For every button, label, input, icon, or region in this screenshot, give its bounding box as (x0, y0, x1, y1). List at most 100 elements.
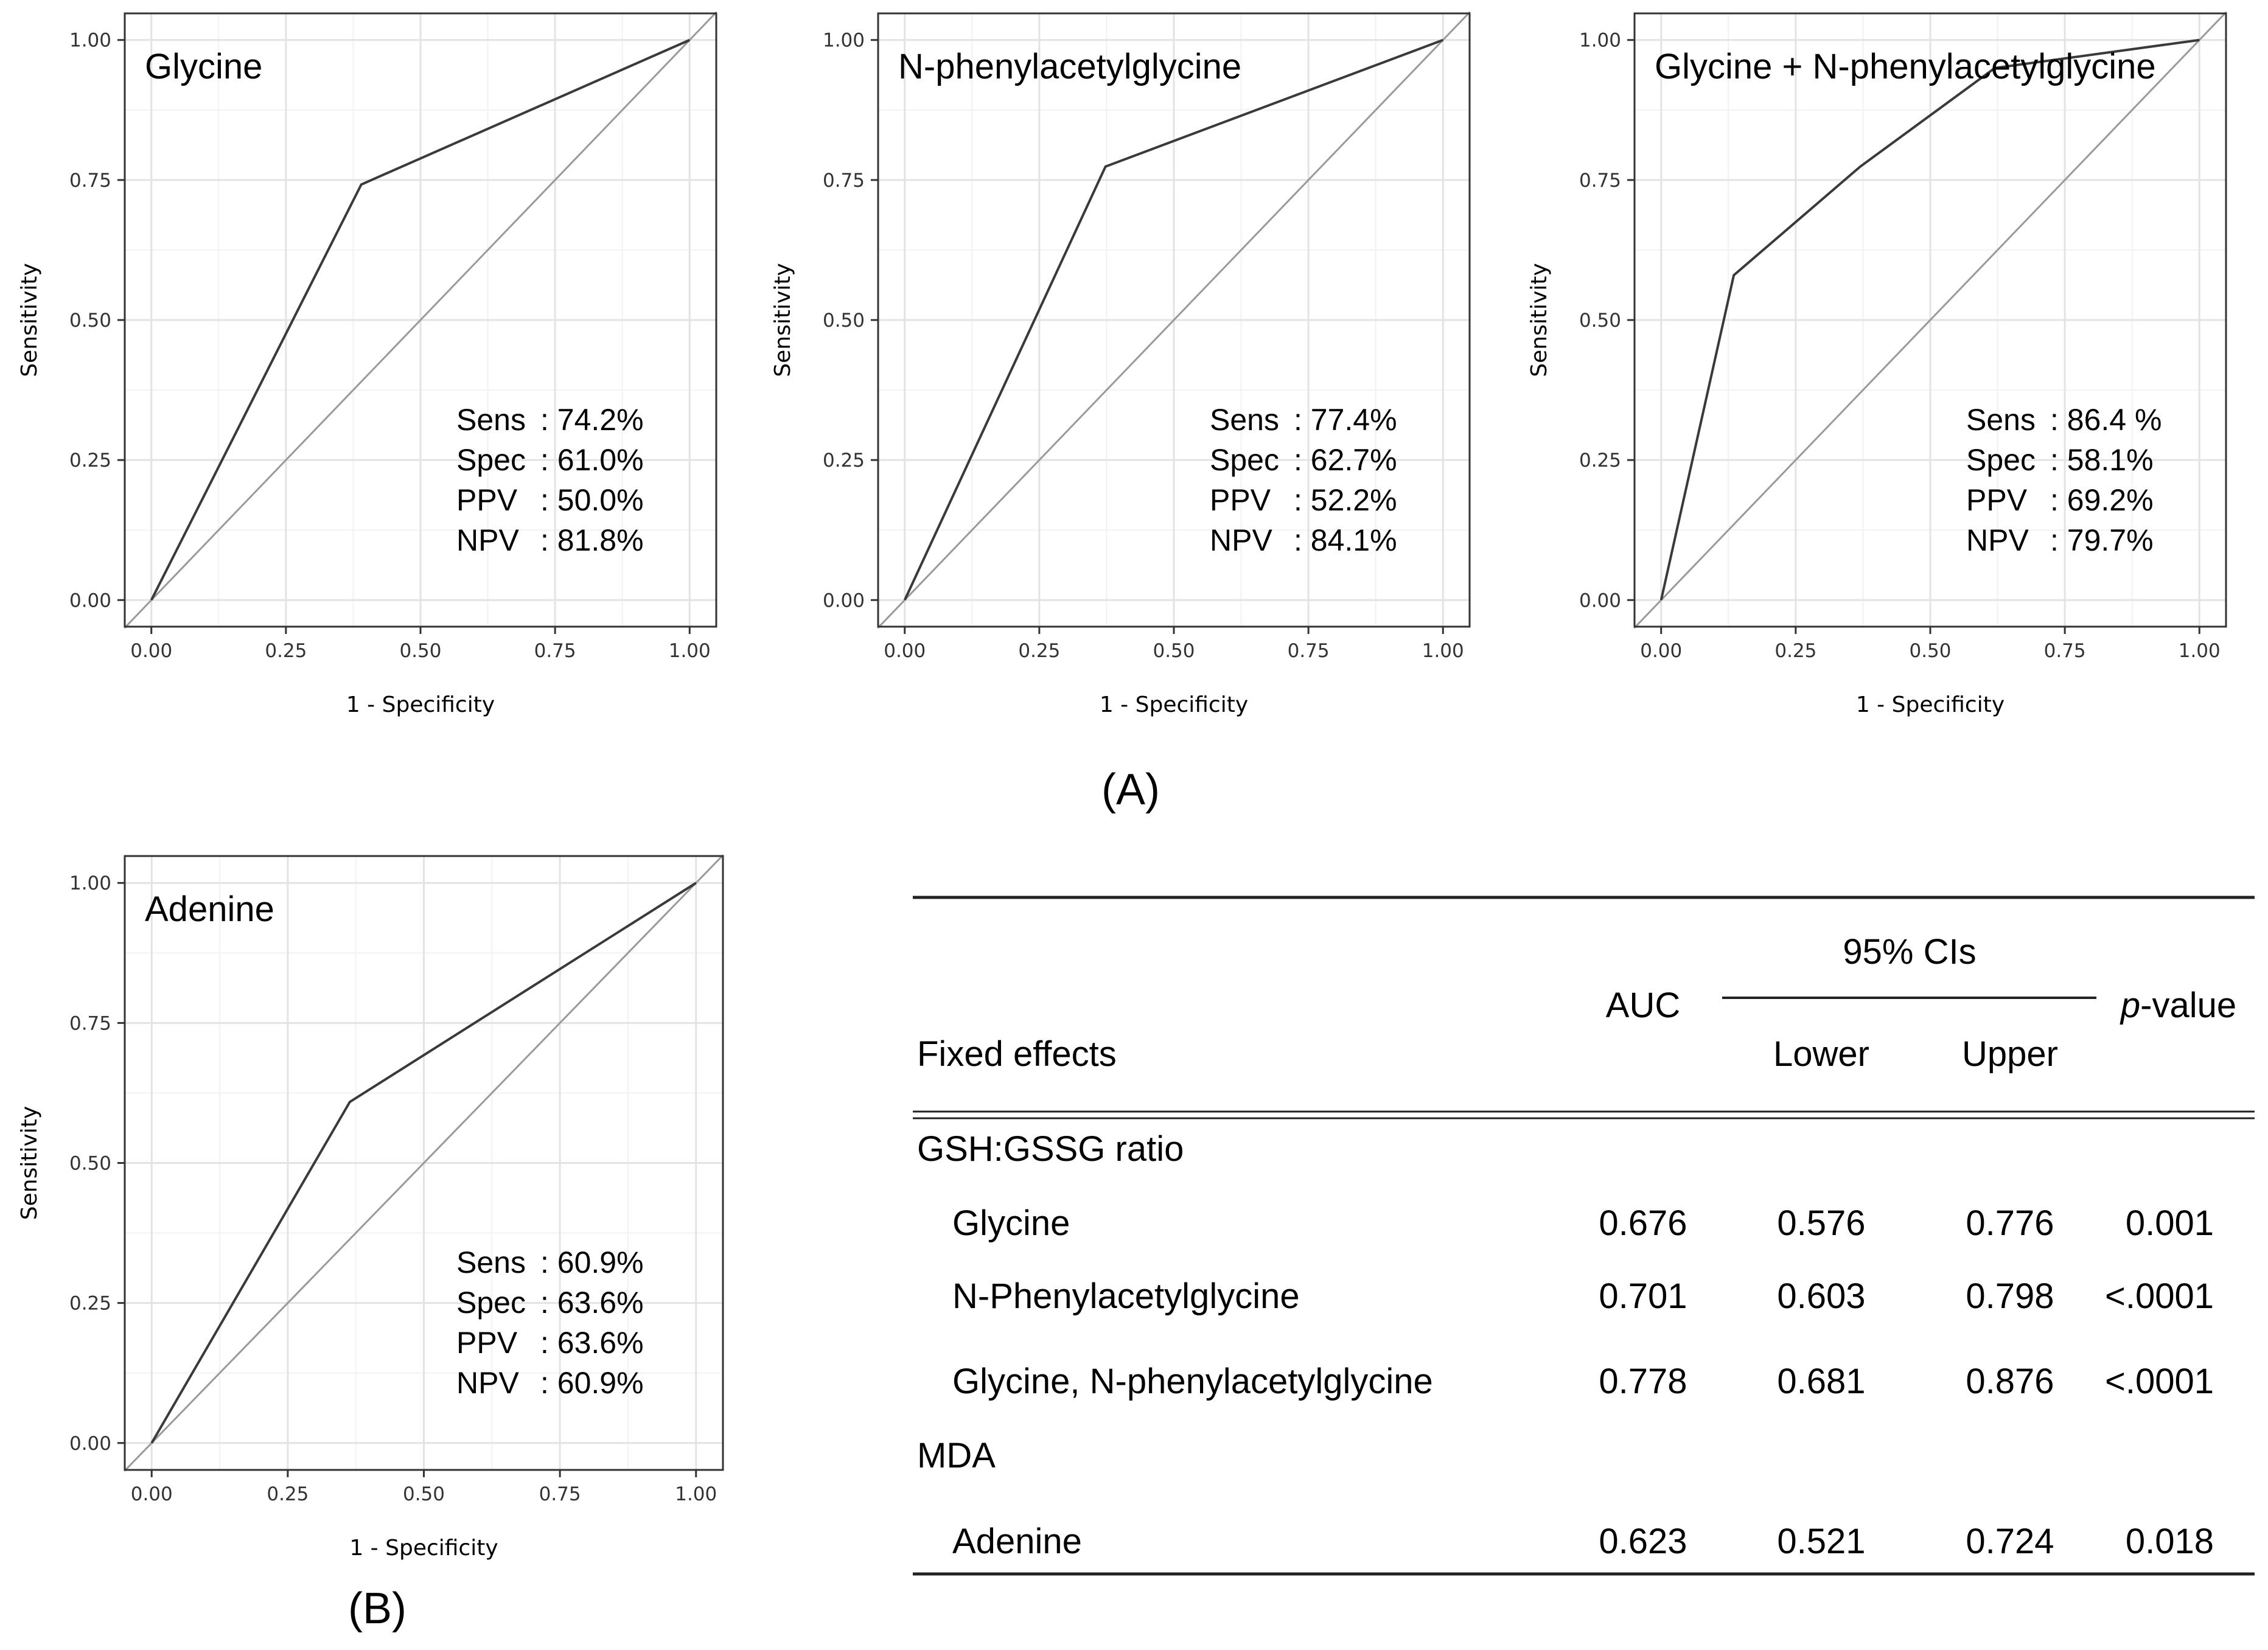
x-tick-label: 0.25 (265, 640, 307, 662)
y-tick-label: 0.50 (69, 1153, 111, 1175)
cell-lower: 0.576 (1777, 1203, 1865, 1243)
row-label: Glycine, N-phenylacetylglycine (952, 1362, 1433, 1401)
y-tick-label: 0.75 (1579, 170, 1621, 192)
stat-value-sens: : 86.4 % (2050, 403, 2162, 437)
y-tick-label: 0.25 (1579, 450, 1621, 472)
header-ci: 95% CIs (1843, 932, 1976, 972)
x-tick-label: 0.00 (884, 640, 926, 662)
cell-lower: 0.603 (1777, 1276, 1865, 1316)
x-tick-label: 0.50 (1153, 640, 1195, 662)
header-p-rest: -value (2140, 986, 2236, 1025)
cell-p-value: 0.018 (2126, 1522, 2214, 1561)
y-tick-label: 0.50 (1579, 310, 1621, 332)
roc-curve (903, 38, 1443, 601)
x-tick-label: 0.50 (1909, 640, 1951, 662)
header-fixed-effects: Fixed effects (917, 1034, 1117, 1074)
stat-value-npv: : 60.9% (540, 1366, 644, 1400)
cell-auc: 0.778 (1599, 1362, 1687, 1401)
x-tick-label: 0.00 (130, 640, 172, 662)
y-tick-label: 0.25 (69, 1293, 111, 1315)
y-tick-label: 0.00 (823, 590, 865, 611)
x-tick-label: 0.00 (1640, 640, 1682, 662)
x-tick-label: 0.25 (1774, 640, 1816, 662)
roc-plot-1: 0.00 0.00 0.25 0.25 0.50 0.50 0.75 0.75 1.00 1.00… (17, 11, 717, 717)
stat-value-sens: : 60.9% (540, 1245, 644, 1279)
plot-title: Glycine + N-phenylacetylglycine (1655, 47, 2156, 86)
stat-label-npv: NPV (1210, 523, 1272, 557)
stat-label-sens: Sens (1210, 403, 1279, 437)
x-tick-label: 0.25 (267, 1483, 309, 1505)
cell-upper: 0.876 (1966, 1362, 2054, 1401)
group-label-1: MDA (917, 1436, 996, 1475)
cell-p-value: <.0001 (2105, 1362, 2214, 1401)
cell-auc: 0.676 (1599, 1203, 1687, 1243)
table-body: GSH:GSSG ratio Glycine 0.676 0.576 0.776 0.00… (917, 1129, 2214, 1561)
x-tick-label: 1.00 (2179, 640, 2221, 662)
stat-label-sens: Sens (456, 403, 526, 437)
stat-label-spec: Spec (1966, 443, 2036, 477)
header-p-value: p-value (2120, 986, 2236, 1025)
roc-plots: 0.00 0.00 0.25 0.25 0.50 0.50 0.75 0.75 1.00 1.00… (17, 11, 2227, 1561)
x-tick-label: 0.50 (399, 640, 441, 662)
y-tick-label: 0.00 (1579, 590, 1621, 611)
x-tick-label: 1.00 (1422, 640, 1464, 662)
stat-value-spec: : 61.0% (540, 443, 644, 477)
roc-curve (150, 882, 697, 1444)
plot-title: N-phenylacetylglycine (898, 47, 1241, 86)
roc-curve (150, 38, 691, 601)
stat-label-ppv: PPV (1210, 483, 1271, 517)
x-axis-label: 1 - Specificity (1856, 692, 2005, 717)
reference-diagonal (877, 11, 1471, 629)
y-tick-label: 0.50 (823, 310, 865, 332)
roc-plot-2: 0.00 0.00 0.25 0.25 0.50 0.50 0.75 0.75 1.00 1.00… (770, 11, 1471, 717)
stat-value-ppv: : 50.0% (540, 483, 644, 517)
y-tick-label: 1.00 (69, 872, 111, 894)
x-tick-label: 1.00 (669, 640, 711, 662)
reference-diagonal (124, 11, 717, 629)
plot-title: Adenine (145, 889, 274, 929)
stat-value-ppv: : 69.2% (2050, 483, 2154, 517)
y-tick-label: 0.75 (69, 1012, 111, 1034)
stat-label-npv: NPV (1966, 523, 2029, 557)
x-tick-label: 0.25 (1018, 640, 1060, 662)
y-axis-label: Sensitivity (17, 263, 42, 377)
stat-value-npv: : 84.1% (1294, 523, 1397, 557)
cell-upper: 0.724 (1966, 1522, 2054, 1561)
stat-value-spec: : 62.7% (1294, 443, 1397, 477)
roc-plot-3: 0.00 0.00 0.25 0.25 0.50 0.50 0.75 0.75 1.00 1.00… (1527, 11, 2227, 717)
header-auc: AUC (1606, 986, 1680, 1025)
stat-label-npv: NPV (456, 523, 519, 557)
cell-p-value: <.0001 (2105, 1276, 2214, 1316)
reference-diagonal (124, 854, 724, 1472)
header-p-italic: p (2120, 986, 2140, 1025)
x-tick-label: 0.50 (403, 1483, 445, 1505)
cell-auc: 0.701 (1599, 1276, 1687, 1316)
stat-value-sens: : 77.4% (1294, 403, 1397, 437)
x-axis-label: 1 - Specificity (346, 692, 495, 717)
stat-value-npv: : 81.8% (540, 523, 644, 557)
stat-label-sens: Sens (1966, 403, 2036, 437)
cell-upper: 0.776 (1966, 1203, 2054, 1243)
y-tick-label: 0.00 (69, 1433, 111, 1455)
stat-value-ppv: : 52.2% (1294, 483, 1397, 517)
plot-title: Glycine (145, 47, 262, 86)
row-label: Glycine (952, 1203, 1070, 1243)
stat-label-spec: Spec (456, 1286, 526, 1320)
y-tick-label: 1.00 (69, 30, 111, 52)
x-tick-label: 1.00 (675, 1483, 717, 1505)
stat-label-ppv: PPV (1966, 483, 2028, 517)
y-tick-label: 0.00 (69, 590, 111, 611)
group-label-0: GSH:GSSG ratio (917, 1129, 1184, 1169)
x-tick-label: 0.00 (131, 1483, 173, 1505)
header-lower: Lower (1773, 1034, 1869, 1074)
row-label: Adenine (952, 1522, 1082, 1561)
y-tick-label: 0.75 (69, 170, 111, 192)
x-axis-label: 1 - Specificity (349, 1536, 498, 1561)
y-tick-label: 1.00 (823, 30, 865, 52)
cell-upper: 0.798 (1966, 1276, 2054, 1316)
y-tick-label: 0.25 (69, 450, 111, 472)
stat-label-spec: Spec (1210, 443, 1279, 477)
stat-value-spec: : 63.6% (540, 1286, 644, 1320)
roc-curve (1659, 38, 2200, 600)
